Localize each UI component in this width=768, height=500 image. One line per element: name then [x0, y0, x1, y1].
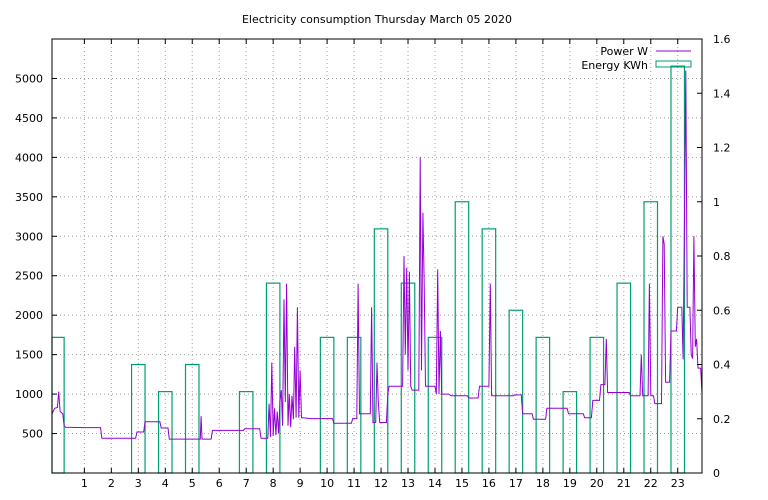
x-tick-label: 5	[189, 477, 196, 490]
energy-bar	[535, 336, 551, 474]
chart-title: Electricity consumption Thursday March 0…	[242, 13, 512, 26]
x-tick-label: 19	[563, 477, 577, 490]
x-tick-label: 23	[671, 477, 685, 490]
energy-bars	[51, 65, 686, 474]
x-tick-label: 15	[455, 477, 469, 490]
x-tick-label: 20	[590, 477, 604, 490]
energy-bar	[454, 201, 470, 474]
x-tick-label: 8	[270, 477, 277, 490]
x-tick-label: 9	[297, 477, 304, 490]
y-right-tick-label: 0.8	[713, 250, 731, 263]
x-tick-label: 16	[482, 477, 496, 490]
y-right-tick-label: 1.2	[713, 142, 731, 155]
y-left-tick-label: 4500	[15, 112, 43, 125]
x-tick-label: 12	[374, 477, 388, 490]
power-series-line	[51, 70, 703, 440]
legend: Power W Energy KWh	[581, 45, 692, 72]
y-left-tick-label: 1500	[15, 349, 43, 362]
energy-bar	[373, 228, 389, 474]
y-right-tick-label: 1.4	[713, 87, 731, 100]
x-tick-label: 13	[401, 477, 415, 490]
y-right-tick-label: 1.6	[713, 33, 731, 46]
x-tick-label: 7	[243, 477, 250, 490]
y-left-tick-label: 3500	[15, 191, 43, 204]
power-line	[51, 70, 703, 440]
x-tick-label: 2	[108, 477, 115, 490]
x-tick-label: 10	[320, 477, 334, 490]
legend-label-energy: Energy KWh	[581, 59, 648, 72]
x-tick-label: 18	[536, 477, 550, 490]
y-left-tick-label: 2500	[15, 270, 43, 283]
x-tick-label: 22	[644, 477, 658, 490]
x-tick-label: 3	[135, 477, 142, 490]
axis-ticks: 1 2 3 4 5 6 7 8 9 10 11 12 13 14 15 16 17 18 19 20 21 22 23500…	[15, 33, 731, 490]
x-tick-label: 14	[428, 477, 442, 490]
y-left-tick-label: 3000	[15, 230, 43, 243]
x-tick-label: 11	[347, 477, 361, 490]
y-right-tick-label: 0	[713, 467, 720, 480]
y-right-tick-label: 1	[713, 196, 720, 209]
y-right-tick-label: 0.6	[713, 304, 731, 317]
x-tick-label: 1	[81, 477, 88, 490]
y-left-tick-label: 1000	[15, 388, 43, 401]
plot-border	[51, 38, 703, 474]
y-left-tick-label: 500	[22, 428, 43, 441]
energy-bar	[130, 363, 146, 474]
legend-label-power: Power W	[600, 45, 648, 58]
energy-bar	[643, 201, 659, 474]
y-right-tick-label: 0.2	[713, 413, 731, 426]
x-tick-label: 6	[216, 477, 223, 490]
y-right-tick-label: 0.4	[713, 359, 731, 372]
y-left-tick-label: 2000	[15, 309, 43, 322]
x-tick-label: 17	[509, 477, 523, 490]
grid	[52, 39, 702, 473]
energy-bar	[184, 363, 200, 474]
legend-swatch-energy	[655, 60, 692, 68]
x-tick-label: 4	[162, 477, 169, 490]
energy-bar	[319, 336, 335, 474]
y-left-tick-label: 4000	[15, 151, 43, 164]
y-left-tick-label: 5000	[15, 72, 43, 85]
x-tick-label: 21	[617, 477, 631, 490]
